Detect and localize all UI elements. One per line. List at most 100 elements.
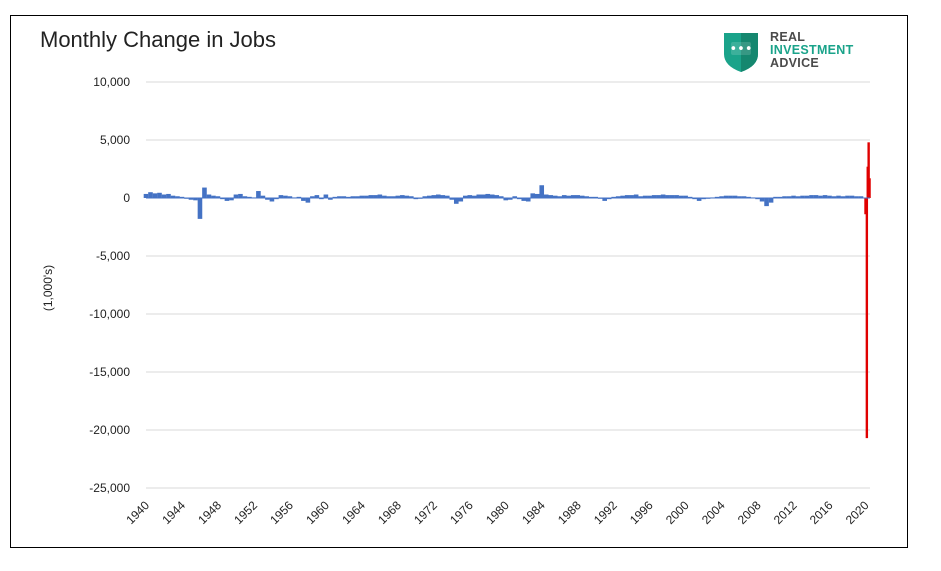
bar: [732, 195, 738, 198]
y-tick-label: -5,000: [96, 249, 130, 263]
brand-logo: ••• REAL INVESTMENT ADVICE: [722, 30, 882, 76]
bar: [615, 196, 621, 198]
bar: [660, 194, 666, 198]
bar: [629, 195, 634, 198]
bar: [337, 196, 342, 198]
bar: [849, 195, 855, 198]
x-tick-label: 2000: [663, 498, 692, 527]
bar: [503, 198, 509, 201]
bar: [836, 195, 841, 198]
bar: [773, 196, 778, 198]
bar: [332, 196, 338, 198]
bar: [485, 193, 491, 198]
bar: [755, 198, 760, 200]
bar: [854, 196, 859, 198]
bar: [197, 198, 203, 219]
bar: [256, 191, 261, 198]
bar: [530, 193, 536, 198]
bar: [305, 198, 311, 203]
bar: [651, 195, 657, 198]
bar: [498, 196, 504, 198]
bar: [391, 196, 396, 198]
logo-text: REAL INVESTMENT ADVICE: [770, 31, 854, 70]
logo-dots: •••: [729, 42, 752, 57]
bar: [804, 195, 810, 198]
bar: [215, 196, 221, 198]
bar: [238, 193, 243, 198]
x-tick-label: 2008: [735, 498, 764, 527]
bar: [543, 194, 549, 198]
bar: [845, 195, 850, 198]
bar: [840, 196, 846, 198]
bar: [283, 195, 288, 198]
bar: [444, 195, 450, 198]
bar: [534, 193, 540, 198]
x-tick-label: 1952: [231, 498, 260, 527]
bar: [831, 196, 837, 198]
bar: [575, 195, 581, 198]
y-tick-label: -20,000: [89, 423, 130, 437]
bar: [813, 195, 819, 198]
bar: [489, 194, 495, 198]
bar: [435, 194, 441, 198]
bar: [404, 195, 410, 198]
chart-frame: [10, 15, 908, 548]
bar: [206, 194, 212, 198]
bar: [696, 198, 702, 201]
bar: [359, 195, 365, 198]
bar: [818, 195, 823, 198]
bar: [247, 196, 252, 198]
bar: [440, 195, 446, 198]
bar: [453, 198, 459, 204]
chart-title: Monthly Change in Jobs: [40, 27, 277, 52]
y-axis-ticks: 10,000 5,000 0 -5,000 -10,000 -15,000 -20,000 -…: [89, 75, 130, 495]
bar: [719, 196, 724, 198]
bar: [287, 196, 293, 198]
bar: [373, 195, 378, 198]
bar: [328, 198, 333, 200]
bar: [233, 194, 239, 198]
gridlines: [146, 81, 870, 489]
bar: [449, 198, 455, 200]
bar: [570, 195, 576, 198]
bar: [674, 195, 679, 198]
bar: [143, 193, 149, 198]
bar: [409, 196, 414, 198]
bar: [588, 196, 594, 198]
bar: [579, 195, 585, 198]
bar: [224, 198, 230, 201]
bar: [152, 193, 158, 198]
bar: [611, 196, 616, 198]
x-tick-label: 1964: [339, 498, 368, 527]
x-tick-label: 1992: [591, 498, 620, 527]
x-tick-label: 1996: [627, 498, 656, 527]
bar: [476, 194, 482, 198]
bar: [552, 195, 558, 198]
x-tick-label: 1972: [411, 498, 440, 527]
bar: [382, 195, 387, 198]
bar: [822, 195, 828, 198]
bar: [746, 196, 751, 198]
bar: [548, 195, 554, 198]
bar: [692, 198, 697, 200]
bar: [768, 198, 774, 203]
bar: [827, 195, 832, 198]
logo-line-1: REAL: [770, 30, 806, 44]
bar: [867, 142, 870, 198]
y-tick-label: -10,000: [89, 307, 130, 321]
x-tick-label: 1940: [123, 498, 152, 527]
bar: [278, 195, 284, 198]
bar: [521, 198, 527, 201]
bar: [507, 198, 513, 200]
bar: [413, 198, 419, 200]
bar: [865, 198, 869, 439]
x-tick-label: 1956: [267, 498, 296, 527]
bar: [480, 194, 486, 198]
bar: [386, 196, 392, 198]
bar: [539, 185, 545, 198]
bar: [368, 195, 374, 198]
bar: [355, 196, 360, 198]
x-tick-label: 1988: [555, 498, 584, 527]
bar: [494, 195, 500, 198]
